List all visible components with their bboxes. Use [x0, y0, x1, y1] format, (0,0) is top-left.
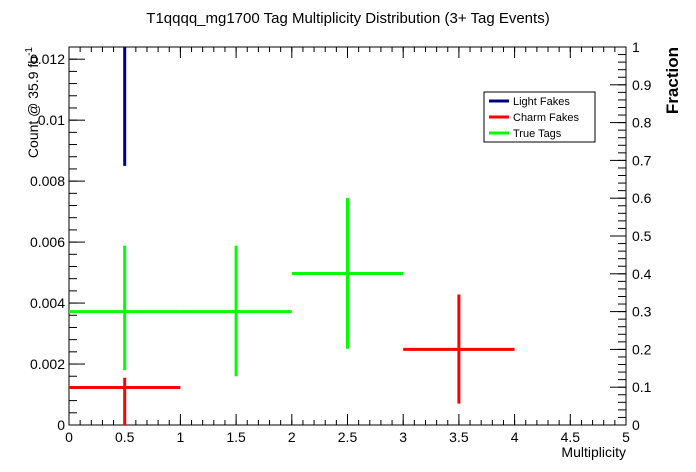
- y2-tick-label: 0.7: [632, 152, 652, 168]
- x-axis: 0 0.5 1 1.5 2 2.5 3 3.5 4 4.5 5: [65, 47, 630, 445]
- series-true-tags: [69, 197, 404, 377]
- y2-tick-label: 0.5: [632, 228, 652, 244]
- y-axis: 0 0.002 0.004 0.006 0.008 0.01 0.012: [30, 46, 85, 433]
- series-charm-fakes: [69, 294, 515, 425]
- series-layer: [69, 47, 515, 425]
- y2-tick-label: 1: [632, 39, 640, 55]
- data-point: [291, 197, 404, 349]
- y-tick-label: 0.002: [30, 356, 65, 372]
- y2-tick-label: 0: [632, 417, 640, 433]
- y-tick-label: 0.006: [30, 234, 65, 250]
- y-tick-label: 0.008: [30, 173, 65, 189]
- x-tick-label: 5: [622, 429, 630, 445]
- x-tick-label: 3: [399, 429, 407, 445]
- x-tick-label: 2.5: [338, 429, 358, 445]
- y-axis-label-main: Count @ 35.9 fb: [25, 56, 41, 158]
- legend-label: Light Fakes: [513, 96, 570, 108]
- y-axis-label-superscript: -1: [24, 47, 35, 56]
- x-tick-label: 0.5: [115, 429, 135, 445]
- y2-tick-label: 0.9: [632, 77, 652, 93]
- y2-tick-label: 0.2: [632, 341, 652, 357]
- y-axis-label: Count @ 35.9 fb-1: [24, 47, 41, 159]
- y2-axis: 0 0.1 0.2 0.3 0.4 0.5 0.6 0.7 0.8 0.9 1: [610, 39, 652, 433]
- x-tick-label: 1.5: [226, 429, 246, 445]
- legend-label: True Tags: [513, 128, 562, 140]
- y-tick-label: 0: [57, 417, 65, 433]
- y-tick-label: 0.012: [30, 51, 65, 67]
- data-point: [69, 245, 181, 371]
- y2-tick-label: 0.6: [632, 190, 652, 206]
- data-point: [180, 245, 292, 377]
- x-tick-label: 2: [288, 429, 296, 445]
- y2-tick-label: 0.4: [632, 266, 652, 282]
- y2-tick-label: 0.8: [632, 115, 652, 131]
- x-tick-label: 3.5: [449, 429, 469, 445]
- data-point: [403, 294, 515, 404]
- data-point: [69, 377, 181, 425]
- chart-title: T1qqqq_mg1700 Tag Multiplicity Distribut…: [146, 10, 549, 27]
- x-tick-label: 0: [65, 429, 73, 445]
- y-tick-label: 0.004: [30, 295, 65, 311]
- legend: Light Fakes Charm Fakes True Tags: [483, 91, 596, 143]
- x-tick-label: 4.5: [561, 429, 581, 445]
- y2-tick-label: 0.1: [632, 379, 652, 395]
- y2-tick-label: 0.3: [632, 304, 652, 320]
- x-tick-label: 1: [177, 429, 185, 445]
- y-tick-label: 0.01: [38, 112, 65, 128]
- legend-label: Charm Fakes: [513, 112, 580, 124]
- y2-axis-label: Fraction: [663, 47, 682, 114]
- x-axis-label: Multiplicity: [561, 444, 626, 460]
- x-tick-label: 4: [511, 429, 519, 445]
